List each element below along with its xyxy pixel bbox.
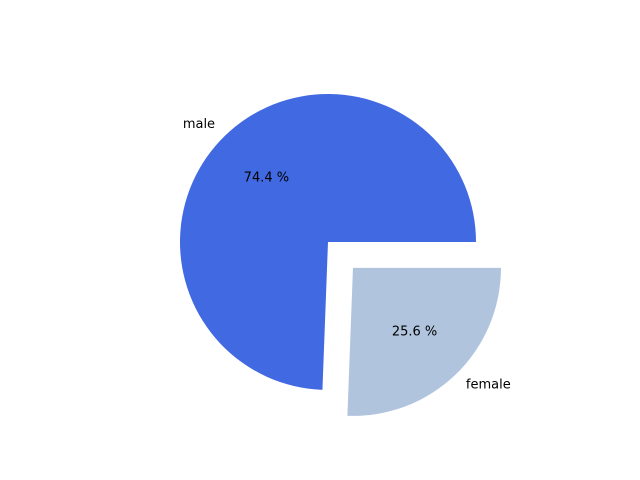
category-label-male: male xyxy=(183,117,215,132)
percent-label-female: 25.6 % xyxy=(392,324,437,339)
pie-slice-male xyxy=(179,94,476,390)
category-label-female: female xyxy=(466,378,511,393)
pie-slice-female xyxy=(347,267,501,416)
pie-slices xyxy=(179,94,501,416)
pie-labels: male 74.4 % female 25.6 % xyxy=(183,117,511,392)
percent-label-male: 74.4 % xyxy=(244,171,289,186)
